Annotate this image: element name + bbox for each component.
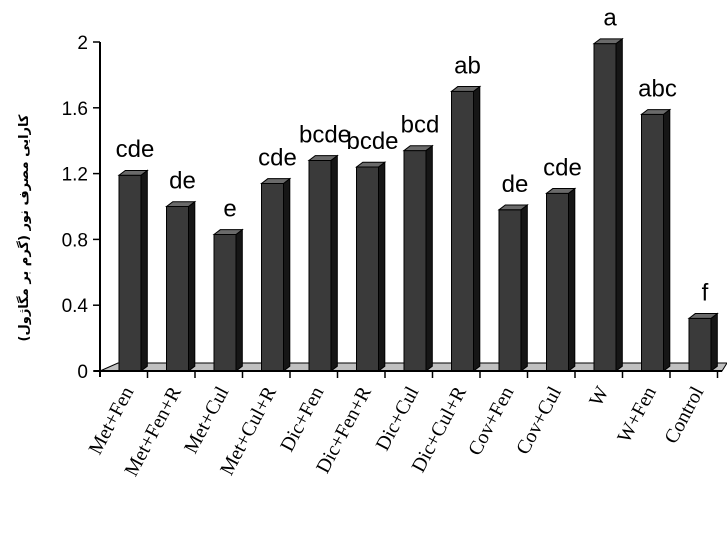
bar-side (615, 37, 623, 373)
bar-side (520, 203, 528, 373)
bar-top (212, 229, 244, 235)
bar-top (592, 38, 624, 45)
category-label: Met+Cul (180, 383, 234, 458)
bar (592, 37, 624, 373)
bar-front (213, 233, 237, 372)
category-label: Dic+Cul (372, 383, 424, 455)
bar (450, 85, 482, 373)
bar-side (188, 200, 196, 373)
bar-top (640, 109, 672, 115)
data-label: cde (258, 144, 297, 171)
category-labels-group: Met+FenMet+Fen+RMet+CulMet+Cul+RDic+FenD… (84, 382, 708, 480)
bar-side (378, 161, 386, 373)
category-label: Dic+Fen (276, 383, 328, 455)
y-tick-label: 0.4 (62, 296, 89, 317)
bar-top (450, 86, 482, 92)
bar (640, 108, 672, 373)
bar-front (356, 166, 379, 372)
data-label: abc (638, 75, 677, 102)
bar (260, 177, 292, 373)
bar-front (688, 317, 712, 372)
data-label: bcd (401, 112, 440, 139)
bar-side (425, 144, 433, 373)
bar-front (403, 150, 427, 372)
y-tick-label: 1.2 (62, 165, 88, 186)
data-label: de (169, 168, 196, 195)
y-tick-label: 2 (77, 33, 88, 54)
data-label: cde (116, 136, 155, 163)
bar-front (498, 209, 522, 372)
data-label: de (502, 171, 529, 198)
bar (687, 312, 719, 373)
bar-top (165, 201, 197, 207)
bar-front (593, 43, 617, 372)
y-ticks-group: 0 0.4 0.8 1.2 1.6 2 (62, 33, 100, 383)
bar (402, 144, 434, 373)
bar-front (308, 159, 332, 372)
bar-top (355, 161, 387, 168)
bar (212, 228, 244, 373)
bar (355, 161, 387, 373)
category-label: W+Fen (613, 383, 661, 446)
data-label: f (702, 279, 709, 306)
bar-top (307, 155, 339, 161)
bar (117, 169, 149, 373)
bars-group (117, 37, 719, 373)
bar (307, 154, 339, 373)
bar (165, 200, 197, 373)
bar-front (641, 113, 664, 372)
y-axis-label: کارایی مصرف نور (گرم بر مگاژول) (16, 114, 32, 341)
data-label: ab (454, 52, 481, 79)
bar-side (710, 312, 718, 373)
category-label: Met+Fen (84, 383, 138, 458)
x-ticks-group (146, 371, 719, 378)
bar-top (117, 169, 149, 176)
bar (497, 203, 529, 373)
bar-side (473, 85, 481, 373)
bar-side (140, 169, 148, 373)
bar-top (260, 178, 292, 184)
y-tick-label: 0 (77, 362, 88, 383)
bar-top (545, 188, 577, 194)
bar-front (451, 90, 474, 372)
bar-front (166, 206, 189, 372)
bar-side (283, 177, 291, 373)
category-label: Control (660, 383, 708, 448)
bar-side (330, 154, 338, 373)
data-label: e (223, 195, 236, 222)
bar-front (261, 182, 284, 372)
category-label: Cov+Cul (512, 383, 566, 459)
bar-side (235, 228, 243, 373)
bar-front (546, 192, 569, 372)
bar-top (497, 204, 529, 211)
bar-top (402, 145, 434, 152)
data-label: bcde (346, 128, 398, 155)
bar-side (663, 108, 671, 373)
data-label: bcde (299, 121, 351, 148)
category-label: Cov+Fen (464, 383, 518, 459)
data-label: a (603, 5, 617, 32)
data-label: cde (543, 154, 582, 181)
bar-side (568, 187, 576, 373)
y-tick-label: 0.8 (62, 230, 88, 251)
category-label: W (585, 383, 613, 410)
y-tick-label: 1.6 (62, 99, 88, 120)
bar-top (687, 313, 719, 319)
bar-front (118, 174, 142, 372)
bar (545, 187, 577, 373)
